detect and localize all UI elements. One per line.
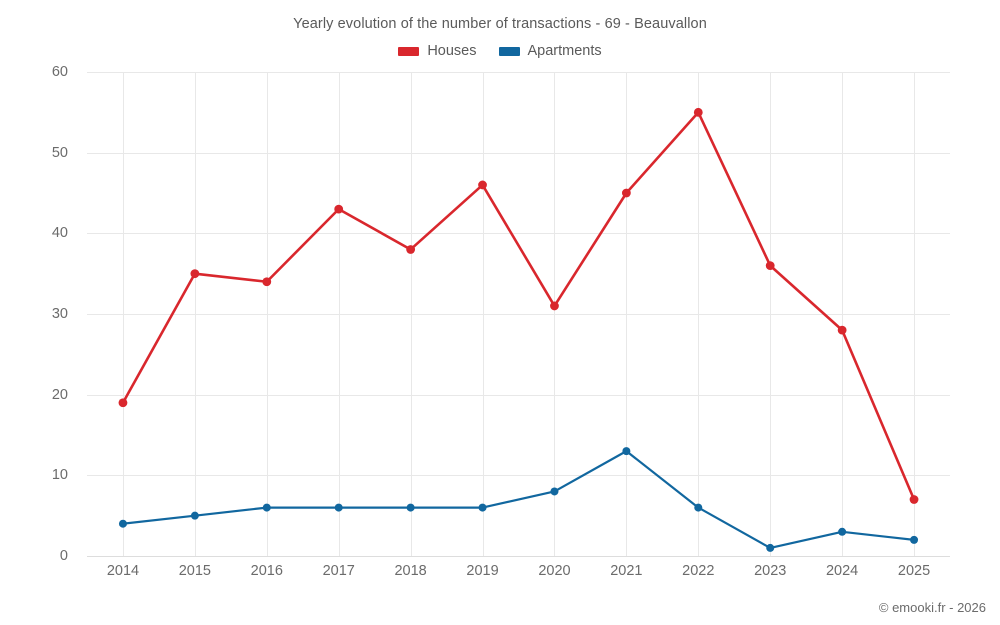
x-axis-tick-label: 2021: [610, 563, 643, 579]
gridline-vertical: [482, 72, 484, 556]
x-axis-tick-label: 2025: [897, 563, 931, 579]
gridline-vertical: [122, 72, 124, 556]
gridline-horizontal: [87, 314, 950, 315]
gridline-vertical: [338, 72, 340, 556]
gridline-vertical: [194, 72, 196, 556]
data-point-apartments-2023[interactable]: [766, 543, 775, 552]
data-point-houses-2024[interactable]: [837, 325, 847, 335]
x-axis-tick-label: 2016: [250, 563, 283, 579]
data-point-houses-2025[interactable]: [909, 495, 919, 504]
x-axis-tick-label: 2017: [322, 563, 355, 579]
data-point-apartments-2015[interactable]: [190, 511, 199, 520]
data-point-houses-2019[interactable]: [478, 180, 487, 190]
gridline-horizontal: [87, 152, 950, 154]
data-point-houses-2017[interactable]: [334, 204, 344, 214]
data-point-houses-2021[interactable]: [621, 188, 631, 198]
data-point-apartments-2024[interactable]: [838, 527, 847, 536]
x-axis-tick-label: 2020: [538, 563, 571, 579]
gridline-vertical: [914, 72, 916, 556]
y-axis-tick-label: 30: [51, 306, 68, 322]
data-point-apartments-2020[interactable]: [550, 487, 559, 496]
gridline-horizontal: [87, 475, 950, 477]
series-line-apartments: [121, 450, 916, 550]
y-axis-tick-label: 40: [51, 225, 68, 242]
data-point-apartments-2025[interactable]: [910, 535, 919, 544]
y-axis-tick-label: 0: [59, 548, 68, 564]
series-line-houses: [121, 111, 916, 501]
y-axis-tick-label: 10: [51, 467, 68, 484]
plot-area: [87, 72, 950, 557]
data-point-houses-2020[interactable]: [550, 301, 559, 311]
gridline-horizontal: [87, 233, 950, 235]
gridline-vertical: [842, 72, 844, 556]
data-point-houses-2022[interactable]: [693, 107, 703, 117]
legend-item-houses[interactable]: Houses: [398, 43, 477, 59]
x-axis-tick-label: 2014: [106, 563, 140, 579]
data-point-houses-2018[interactable]: [406, 245, 416, 254]
x-axis-tick-label: 2019: [466, 563, 499, 579]
gridline-vertical: [770, 72, 772, 556]
y-axis-tick-label: 60: [51, 64, 68, 80]
x-axis-line: [87, 556, 950, 557]
legend-label-houses: Houses: [427, 43, 477, 59]
data-point-apartments-2021[interactable]: [622, 447, 631, 456]
data-point-houses-2014[interactable]: [118, 398, 128, 408]
gridline-vertical: [266, 72, 268, 556]
legend-item-apartments[interactable]: Apartments: [498, 43, 602, 59]
data-point-houses-2023[interactable]: [765, 261, 775, 270]
data-point-houses-2016[interactable]: [262, 277, 272, 287]
y-axis-tick-label: 50: [51, 144, 68, 161]
x-axis-tick-label: 2023: [754, 563, 787, 579]
footer-credit: © emooki.fr - 2026: [878, 600, 986, 615]
data-point-apartments-2016[interactable]: [262, 503, 271, 512]
chart-title: Yearly evolution of the number of transa…: [293, 16, 707, 32]
x-axis-tick-label: 2022: [682, 563, 715, 579]
legend-swatch-houses: [398, 46, 420, 56]
legend-label-apartments: Apartments: [527, 43, 602, 59]
data-point-apartments-2018[interactable]: [406, 503, 415, 512]
gridline-horizontal: [87, 72, 950, 73]
chart-legend: Houses Apartments: [0, 43, 1000, 59]
data-point-houses-2015[interactable]: [190, 269, 200, 279]
x-axis-tick-label: 2015: [178, 563, 211, 579]
series-layer: [118, 107, 919, 552]
x-axis-tick-label: 2024: [825, 563, 859, 579]
gridline-vertical: [554, 72, 556, 556]
data-point-apartments-2017[interactable]: [334, 503, 343, 512]
data-point-apartments-2014[interactable]: [118, 519, 127, 528]
gridline-vertical: [410, 72, 412, 556]
y-axis-tick-label: 20: [51, 386, 68, 403]
legend-swatch-apartments: [498, 46, 520, 56]
data-point-apartments-2019[interactable]: [478, 503, 487, 512]
gridline-vertical: [626, 72, 628, 556]
x-axis-tick-label: 2018: [394, 563, 427, 579]
gridline-vertical: [698, 72, 700, 556]
data-point-apartments-2022[interactable]: [694, 503, 703, 512]
gridline-horizontal: [87, 394, 950, 396]
